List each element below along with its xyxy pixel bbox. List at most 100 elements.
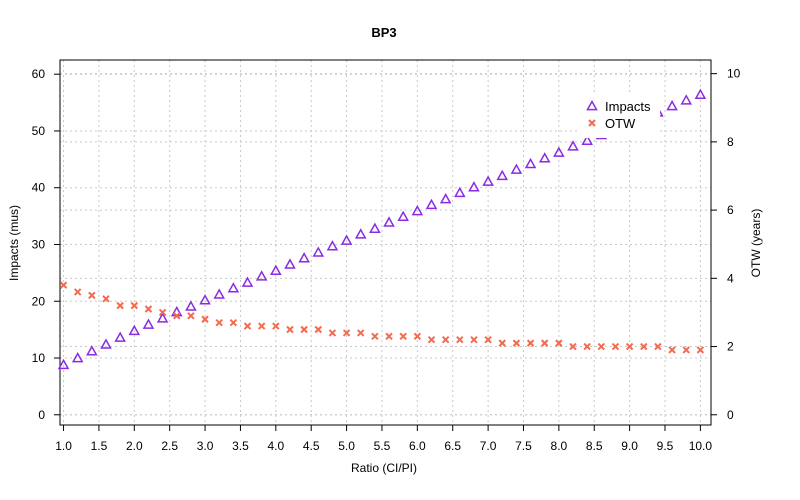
impacts-point <box>439 193 452 204</box>
x-tick-label: 9.5 <box>657 439 674 453</box>
legend-label: OTW <box>605 116 636 131</box>
y-left-tick-label: 30 <box>32 237 46 251</box>
y-right-tick-label: 4 <box>727 271 734 285</box>
otw-point <box>357 329 365 337</box>
x-tick-label: 8.5 <box>586 439 603 453</box>
marker-stroke <box>413 332 422 341</box>
x-tick-label: 2.5 <box>161 439 178 453</box>
marker-stroke <box>583 342 591 351</box>
x-tick-label: 1.0 <box>55 439 72 453</box>
impacts-point <box>255 270 268 281</box>
marker-stroke <box>243 322 252 330</box>
marker-stroke <box>498 339 506 347</box>
impacts-point <box>340 234 353 245</box>
y-left-tick-label: 20 <box>32 294 46 308</box>
impacts-point <box>454 186 466 198</box>
marker-stroke <box>59 281 68 289</box>
impacts-point <box>156 312 169 323</box>
impacts-point <box>86 345 98 356</box>
otw-point <box>215 318 223 327</box>
y-axis-right: 0 2 4 6 8 10 <box>711 67 741 422</box>
impacts-point <box>199 294 211 305</box>
otw-point <box>696 346 705 354</box>
impacts-point <box>354 228 367 239</box>
x-tick-label: 8.0 <box>551 439 568 453</box>
otw-point <box>342 329 351 337</box>
series-otw <box>59 281 705 354</box>
marker-stroke <box>399 332 407 341</box>
marker-stroke <box>470 336 478 344</box>
marker-stroke <box>158 308 167 317</box>
otw-point <box>456 336 464 344</box>
impacts-point <box>312 246 325 257</box>
x-tick-label: 7.5 <box>515 439 532 453</box>
otw-point <box>625 342 634 351</box>
impacts-point <box>567 140 579 151</box>
impacts-point <box>114 331 126 342</box>
impacts-point <box>170 305 183 317</box>
x-tick-label: 2.0 <box>126 439 143 453</box>
marker-stroke <box>201 315 209 323</box>
marker-stroke <box>654 342 662 351</box>
otw-point <box>555 339 563 347</box>
legend: Impacts OTW <box>578 94 660 138</box>
marker-stroke <box>286 325 294 334</box>
impacts-point <box>510 163 523 174</box>
impacts-point <box>326 240 339 251</box>
impacts-point <box>680 94 693 105</box>
otw-point <box>371 332 379 341</box>
impacts-point <box>425 198 438 210</box>
impacts-point <box>57 358 70 370</box>
impacts-point <box>71 351 84 363</box>
x-tick-label: 6.5 <box>444 439 461 453</box>
y-right-tick-label: 2 <box>727 340 734 354</box>
y-left-tick-label: 10 <box>32 351 46 365</box>
otw-point <box>654 342 662 351</box>
impacts-point <box>383 216 395 227</box>
otw-point <box>640 342 648 351</box>
impacts-point <box>128 324 141 336</box>
marker-stroke <box>88 291 96 300</box>
x-tick-label: 5.5 <box>374 439 391 453</box>
y-left-tick-label: 40 <box>32 181 46 195</box>
otw-point <box>512 339 521 347</box>
marker-stroke <box>300 325 308 334</box>
impacts-point <box>538 152 551 163</box>
otw-point <box>597 342 606 351</box>
impacts-point <box>468 181 480 192</box>
marker-stroke <box>456 336 464 344</box>
impacts-point <box>284 258 296 269</box>
marker-stroke <box>385 332 393 341</box>
y-axis-left: 0 10 20 30 40 50 60 <box>32 67 60 422</box>
otw-point <box>328 329 337 337</box>
x-tick-label: 7.0 <box>480 439 497 453</box>
otw-point <box>243 322 252 330</box>
impacts-point <box>185 300 197 311</box>
y-left-tick-label: 0 <box>38 408 45 422</box>
chart-title: BP3 <box>371 25 396 40</box>
otw-point <box>385 332 393 341</box>
y-left-tick-label: 60 <box>32 67 46 81</box>
x-tick-label: 4.0 <box>267 439 284 453</box>
impacts-point <box>666 99 678 111</box>
marker-stroke <box>187 312 195 320</box>
impacts-point <box>496 169 509 181</box>
marker-stroke <box>569 342 577 351</box>
x-tick-label: 4.5 <box>303 439 320 453</box>
marker-stroke <box>215 318 223 327</box>
marker-stroke <box>102 295 110 303</box>
marker-stroke <box>555 339 563 347</box>
y-right-tick-label: 0 <box>727 408 734 422</box>
marker-stroke <box>682 346 690 354</box>
plot-frame <box>59 59 712 426</box>
x-tick-label: 3.0 <box>197 439 214 453</box>
marker-stroke <box>272 322 280 330</box>
y-axis-left-label: Impacts (mus) <box>7 205 21 281</box>
impacts-point <box>298 252 310 263</box>
otw-point <box>229 318 238 327</box>
y-right-tick-label: 10 <box>727 67 741 81</box>
y-left-tick-label: 50 <box>32 124 46 138</box>
impacts-point <box>142 318 155 329</box>
otw-point <box>187 312 195 320</box>
